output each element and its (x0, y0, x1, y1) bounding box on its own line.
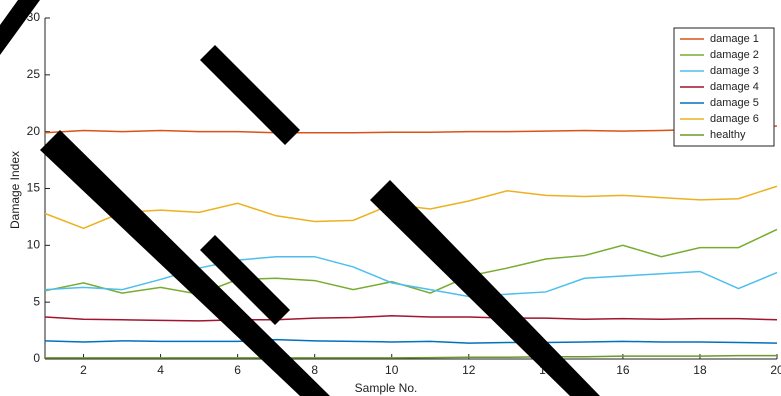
x-tick-label: 12 (462, 363, 476, 377)
y-tick-label: 25 (27, 67, 41, 81)
legend-label: damage 2 (710, 49, 759, 61)
series-line (44, 255, 778, 298)
series-line (44, 125, 778, 134)
legend-label: damage 1 (710, 33, 759, 45)
series-line (44, 338, 778, 344)
y-tick-label: 0 (33, 351, 40, 365)
series-line (45, 354, 777, 359)
legend-label: damage 5 (710, 97, 759, 109)
x-tick-label: 4 (157, 363, 164, 377)
legend-label: damage 4 (710, 81, 759, 93)
plot: 0510152025302468101214161820damage 1dama… (27, 10, 781, 377)
x-tick-label: 10 (385, 363, 399, 377)
x-tick-label: 8 (311, 363, 318, 377)
legend: damage 1 damage 2 damage 3 damage 4 damage 5… (673, 27, 775, 147)
legend-label: damage 6 (710, 113, 759, 125)
legend-label: healthy (710, 129, 746, 141)
x-tick-label: 20 (770, 363, 781, 377)
x-tick-label: 6 (234, 363, 241, 377)
y-tick-label: 15 (27, 181, 41, 195)
series-line (44, 315, 778, 322)
y-tick-label: 30 (27, 10, 41, 24)
y-tick-label: 5 (33, 294, 40, 308)
x-tick-label: 2 (80, 363, 87, 377)
x-tick-label: 16 (616, 363, 630, 377)
watermark (0, 0, 600, 396)
y-axis-label: Damage Index (8, 151, 22, 229)
series-line (44, 228, 778, 295)
y-tick-label: 20 (27, 124, 41, 138)
y-tick-label: 10 (27, 238, 41, 252)
legend-label: damage 3 (710, 65, 759, 77)
x-axis-label: Sample No. (355, 381, 418, 395)
x-tick-label: 18 (693, 363, 707, 377)
